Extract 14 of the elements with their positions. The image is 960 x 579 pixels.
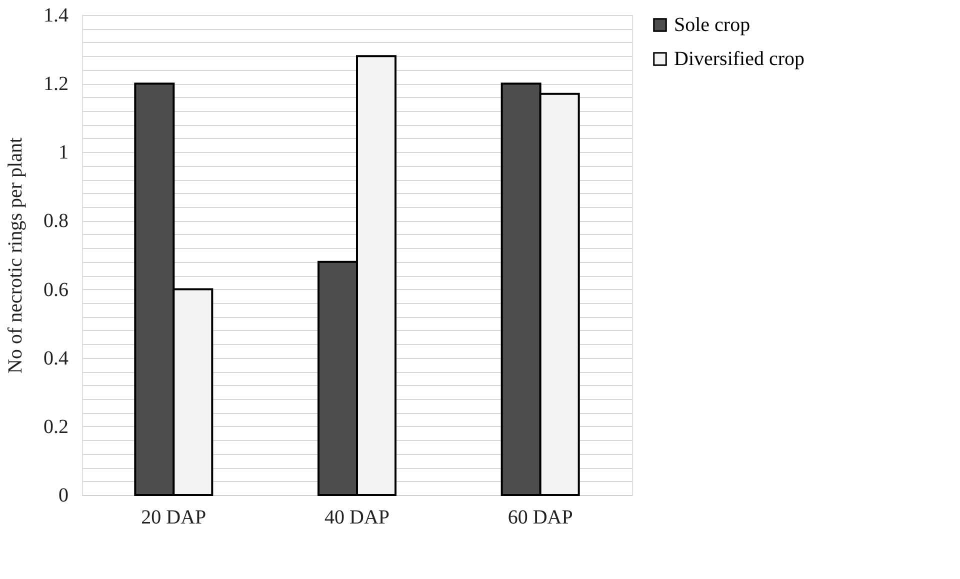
y-tick-label: 1.2 bbox=[44, 73, 68, 96]
x-tick-label: 20 DAP bbox=[141, 506, 206, 528]
legend-label: Diversified crop bbox=[674, 48, 805, 70]
x-tick-label: 40 DAP bbox=[324, 506, 390, 528]
y-tick-label: 1.4 bbox=[44, 4, 68, 26]
y-tick-label: 0.4 bbox=[44, 347, 68, 370]
y-axis-title: No of necrotic rings per plant bbox=[4, 137, 26, 374]
y-tick-label: 0.2 bbox=[44, 416, 68, 438]
y-tick-label: 0 bbox=[58, 484, 68, 506]
y-tick-label: 0.6 bbox=[44, 278, 68, 301]
legend-label: Sole crop bbox=[674, 14, 750, 36]
y-tick-label: 1 bbox=[58, 142, 68, 164]
x-tick-label: 60 DAP bbox=[508, 506, 573, 528]
y-tick-label: 0.8 bbox=[44, 210, 68, 232]
